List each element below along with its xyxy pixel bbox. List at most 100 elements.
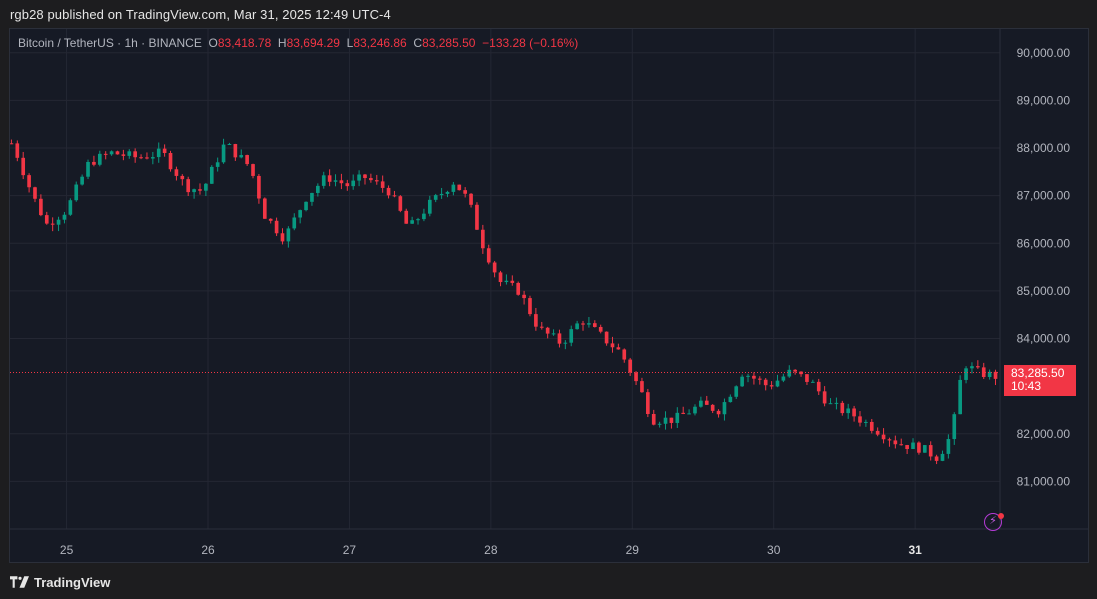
candle-body (198, 189, 202, 191)
grid (10, 29, 1000, 529)
candle-body (215, 162, 220, 167)
candle-body (922, 445, 927, 453)
candle-body (875, 430, 880, 435)
candle-body (404, 210, 409, 224)
candle-body (10, 143, 14, 145)
candle-body (363, 174, 367, 179)
candle-body (528, 298, 532, 315)
candle-body (180, 175, 185, 180)
candle-body (769, 385, 774, 387)
candle-body (492, 262, 497, 273)
candle-body (887, 439, 892, 441)
candle-body (958, 379, 962, 415)
candle-body (92, 161, 96, 165)
candle-body (687, 413, 691, 415)
candlestick-chart[interactable]: 90,000.00 89,000.00 88,000.00 87,000.00 86,0… (10, 29, 1088, 562)
candle-body (103, 153, 108, 155)
x-tick-label: 29 (626, 543, 640, 557)
candle-body (952, 414, 957, 440)
candle-body (62, 214, 67, 220)
candle-body (245, 155, 249, 165)
candle-body (987, 371, 992, 378)
bar-countdown: 10:43 (1011, 379, 1042, 394)
candle-body (398, 196, 403, 211)
x-tick-label: 28 (484, 543, 498, 557)
chart-pane[interactable]: 90,000.00 89,000.00 88,000.00 87,000.00 86,0… (9, 28, 1089, 563)
candle-body (881, 434, 886, 440)
candle-body (610, 343, 615, 348)
y-tick-label: 84,000.00 (1017, 332, 1071, 346)
candle-body (186, 179, 191, 193)
candle-body (445, 191, 450, 194)
candle-body (251, 164, 255, 176)
candle-body (740, 376, 744, 387)
candle-body (321, 175, 326, 186)
candle-body (651, 413, 656, 425)
candle-body (463, 190, 467, 194)
candle-body (310, 192, 314, 202)
candle-body (563, 342, 568, 344)
candle-body (693, 406, 697, 414)
y-tick-label: 90,000.00 (1017, 46, 1071, 60)
candle-body (298, 210, 302, 218)
y-tick-label: 85,000.00 (1017, 284, 1071, 298)
candle-body (522, 294, 526, 299)
candle-body (427, 199, 432, 214)
candle-body (934, 456, 939, 461)
candle-body (622, 349, 627, 360)
candle-body (805, 374, 809, 382)
candle-body (964, 368, 968, 380)
low-value: 83,246.86 (353, 36, 407, 50)
high-value: 83,694.29 (286, 36, 340, 50)
axes: 90,000.00 89,000.00 88,000.00 87,000.00 86,0… (10, 29, 1088, 557)
candle-body (864, 421, 868, 423)
candle-body (204, 183, 208, 191)
candle-body (604, 331, 609, 344)
candle-body (268, 218, 273, 221)
x-tick-label: 30 (767, 543, 781, 557)
candle-body (369, 178, 373, 181)
candle-body (787, 369, 792, 377)
candle-body (746, 375, 750, 377)
candles (10, 138, 1000, 465)
high-label: H (277, 36, 287, 50)
candle-body (162, 148, 167, 153)
candle-body (27, 175, 31, 188)
candle-body (675, 412, 680, 423)
candle-body (374, 180, 379, 182)
y-tick-label: 86,000.00 (1017, 236, 1071, 250)
candle-body (899, 444, 904, 446)
candle-body (451, 184, 456, 192)
candle-body (469, 193, 473, 205)
candle-body (133, 151, 137, 158)
candle-body (840, 402, 845, 414)
candle-body (504, 280, 509, 283)
close-label: C (413, 36, 423, 50)
candle-body (233, 144, 238, 158)
open-value: 83,418.78 (217, 36, 272, 50)
candle-body (569, 329, 574, 343)
candle-body (209, 166, 214, 184)
candle-body (21, 157, 26, 176)
candle-body (127, 151, 132, 156)
candle-body (386, 187, 391, 196)
candle-body (911, 442, 915, 450)
candle-body (33, 187, 37, 199)
candle-body (545, 327, 550, 334)
candle-body (869, 421, 874, 431)
candle-body (239, 155, 244, 158)
close-value: 83,285.50 (422, 36, 476, 50)
candle-body (763, 379, 768, 386)
candle-body (781, 376, 786, 381)
x-tick-label: 31 (908, 543, 922, 557)
candle-body (168, 152, 173, 170)
candle-body (716, 410, 721, 415)
open-label: O (208, 36, 218, 50)
candle-body (893, 440, 898, 445)
footer-brand[interactable]: TradingView (10, 574, 110, 590)
candle-body (145, 157, 149, 159)
symbol-label[interactable]: Bitcoin / TetherUS · 1h · BINANCE (18, 36, 202, 50)
candle-body (799, 371, 803, 375)
lightning-icon[interactable]: ⚡ (984, 513, 1002, 531)
candle-body (940, 453, 945, 461)
